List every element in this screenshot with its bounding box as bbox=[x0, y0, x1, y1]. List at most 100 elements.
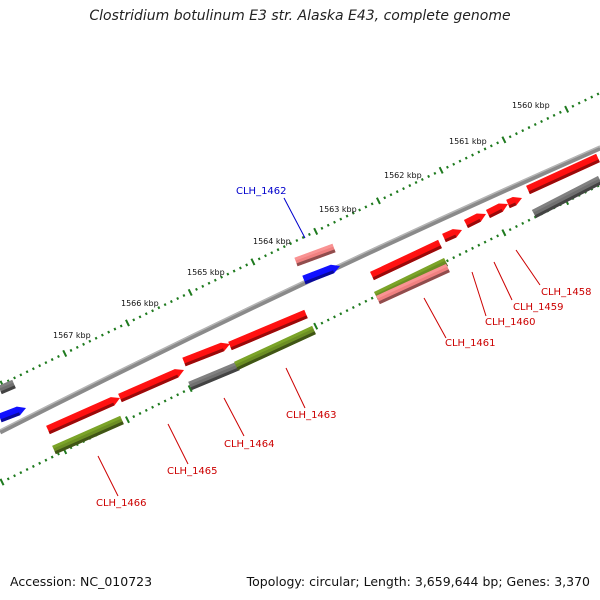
tick-mark bbox=[571, 104, 575, 108]
tick-mark bbox=[313, 227, 319, 235]
tick-mark bbox=[489, 237, 493, 241]
kbp-label: 1561 kbp bbox=[449, 137, 487, 146]
tick-mark bbox=[44, 361, 48, 365]
gene-label-clh-1460[interactable]: CLH_1460 bbox=[485, 317, 536, 328]
tick-mark bbox=[94, 336, 98, 340]
gene-label-clh-1459[interactable]: CLH_1459 bbox=[513, 302, 564, 313]
leader-line bbox=[423, 297, 447, 339]
tick-mark bbox=[333, 315, 336, 319]
gene-feature[interactable] bbox=[442, 229, 462, 243]
tick-mark bbox=[38, 461, 42, 465]
tick-mark bbox=[471, 153, 474, 157]
tick-mark bbox=[313, 322, 319, 330]
gene-feature[interactable] bbox=[188, 361, 240, 391]
tick-mark bbox=[540, 119, 543, 123]
leader-lines bbox=[97, 197, 541, 497]
gene-label-clh-1461[interactable]: CLH_1461 bbox=[445, 338, 496, 349]
tick-mark bbox=[301, 235, 305, 239]
tick-mark bbox=[464, 156, 468, 160]
kbp-label: 1565 kbp bbox=[187, 268, 225, 277]
tick-mark bbox=[187, 384, 193, 393]
gene-feature[interactable] bbox=[52, 415, 124, 455]
gene-label-clh-1458[interactable]: CLH_1458 bbox=[541, 287, 592, 298]
tick-mark bbox=[238, 266, 242, 270]
leader-line bbox=[515, 249, 541, 286]
gene-feature[interactable] bbox=[463, 213, 486, 229]
gene-feature[interactable] bbox=[118, 369, 184, 403]
tick-mark bbox=[358, 208, 362, 212]
tick-mark bbox=[220, 275, 224, 279]
gene-feature[interactable] bbox=[531, 175, 600, 219]
tick-mark bbox=[282, 245, 286, 249]
tick-mark bbox=[31, 464, 35, 468]
tick-mark bbox=[446, 259, 449, 263]
leader-line bbox=[285, 367, 306, 409]
gene-label-clh-1466[interactable]: CLH_1466 bbox=[96, 498, 147, 509]
tick-mark bbox=[289, 242, 293, 246]
tick-mark bbox=[483, 147, 487, 151]
gene-label-clh-1463[interactable]: CLH_1463 bbox=[286, 410, 337, 421]
gene-label-clh-1465[interactable]: CLH_1465 bbox=[167, 466, 218, 477]
gene-feature[interactable] bbox=[182, 342, 230, 367]
gene-labels: CLH_1458 CLH_1459 CLH_1460 CLH_1461 CLH_… bbox=[96, 186, 592, 509]
tick-mark bbox=[351, 305, 355, 310]
tick-mark bbox=[402, 187, 405, 191]
tick-mark bbox=[446, 165, 449, 169]
tick-mark bbox=[489, 144, 493, 148]
tick-mark bbox=[13, 376, 16, 380]
tick-mark bbox=[320, 321, 324, 325]
tick-mark bbox=[226, 272, 230, 276]
tick-mark bbox=[558, 110, 562, 114]
tick-mark bbox=[533, 215, 537, 219]
tick-mark bbox=[295, 239, 299, 243]
tick-mark bbox=[176, 297, 180, 301]
gene-feature[interactable] bbox=[485, 203, 508, 219]
leader-line bbox=[493, 261, 513, 301]
gene-feature[interactable] bbox=[302, 264, 340, 285]
tick-mark bbox=[213, 278, 217, 282]
tick-mark bbox=[471, 246, 474, 250]
tick-mark bbox=[6, 477, 10, 481]
tick-mark bbox=[19, 471, 23, 475]
tick-mark bbox=[144, 312, 148, 316]
gene-feature[interactable] bbox=[506, 197, 522, 209]
tick-mark bbox=[157, 306, 161, 310]
tick-mark bbox=[276, 248, 280, 252]
gene-feature[interactable] bbox=[0, 379, 16, 395]
gene-feature[interactable] bbox=[0, 406, 26, 423]
tick-mark bbox=[207, 281, 211, 285]
gene-feature[interactable] bbox=[234, 325, 316, 371]
tick-mark bbox=[38, 364, 42, 368]
tick-mark bbox=[163, 399, 167, 403]
tick-mark bbox=[496, 234, 500, 238]
tick-mark bbox=[232, 269, 236, 273]
gene-feature[interactable] bbox=[46, 397, 120, 435]
gene-feature[interactable] bbox=[370, 239, 442, 281]
tick-mark bbox=[546, 116, 550, 120]
tick-mark bbox=[590, 95, 594, 99]
genome-title: Clostridium botulinum E3 str. Alaska E43… bbox=[89, 8, 511, 24]
tick-mark bbox=[195, 287, 198, 291]
tick-mark bbox=[395, 190, 399, 194]
tick-mark bbox=[125, 416, 130, 424]
gene-label-clh-1462[interactable]: CLH_1462 bbox=[236, 186, 287, 197]
tick-mark bbox=[477, 243, 481, 247]
tick-mark bbox=[577, 101, 581, 105]
gene-feature[interactable] bbox=[228, 309, 308, 351]
tick-mark bbox=[13, 474, 16, 478]
leader-line bbox=[167, 423, 189, 465]
gene-feature[interactable] bbox=[376, 263, 450, 305]
tick-mark bbox=[483, 240, 487, 244]
gene-label-clh-1464[interactable]: CLH_1464 bbox=[224, 439, 275, 450]
tick-mark bbox=[157, 402, 161, 406]
outer-tick-track bbox=[0, 92, 600, 388]
gene-feature[interactable] bbox=[294, 243, 336, 267]
leader-line bbox=[223, 397, 245, 437]
gene-feature[interactable] bbox=[526, 153, 600, 195]
genome-backbone bbox=[0, 145, 600, 435]
tick-mark bbox=[477, 150, 481, 154]
tick-mark bbox=[144, 408, 148, 412]
tick-mark bbox=[339, 217, 343, 221]
genome-summary-text: Topology: circular; Length: 3,659,644 bp… bbox=[246, 574, 590, 589]
